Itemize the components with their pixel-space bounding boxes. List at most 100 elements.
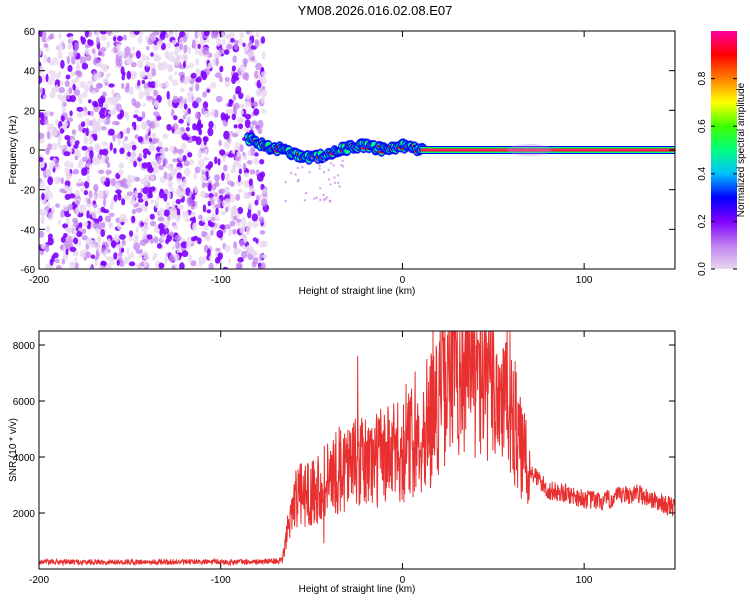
- spectrogram-noise-blob: [127, 151, 131, 157]
- spectrogram-noise-blob: [168, 74, 173, 82]
- spectrogram-noise-blob: [139, 239, 147, 246]
- spectrogram-scatter-dot: [308, 171, 311, 174]
- spectrogram-scatter-dot: [325, 196, 329, 199]
- spectrogram-noise-blob: [235, 90, 241, 95]
- spectrogram-noise-blob: [236, 218, 242, 223]
- spectrogram-noise-blob: [135, 226, 139, 233]
- spectrogram-noise-blob: [174, 31, 178, 37]
- spectrogram-noise-blob: [172, 158, 179, 163]
- spectrogram-noise-blob: [239, 239, 245, 247]
- spectrogram-noise-blob: [260, 198, 268, 207]
- spectrogram-noise-blob: [239, 31, 245, 39]
- spectrogram-noise-blob: [64, 193, 71, 200]
- spectrogram-noise-blob: [39, 208, 45, 215]
- spectrogram-noise-blob: [255, 89, 262, 98]
- spectrogram-noise-blob: [117, 192, 121, 197]
- spectrogram-noise-blob: [201, 230, 206, 238]
- snr-x-tick-label: 100: [576, 575, 593, 586]
- spectrogram-noise-blob: [72, 83, 76, 91]
- spectrogram-noise-blob: [43, 94, 47, 100]
- spectrogram-noise-blob: [210, 31, 216, 39]
- spectrogram-noise-blob: [150, 220, 157, 227]
- spectrogram-noise-blob: [256, 173, 264, 182]
- spectrogram-noise-blob: [49, 90, 56, 99]
- spectrogram-noise-blob: [261, 253, 268, 259]
- spectrogram-noise-blob: [94, 260, 98, 267]
- spectrogram-noise-blob: [185, 127, 190, 132]
- spectrogram-noise-blob: [105, 169, 112, 175]
- spectrogram-noise-blob: [117, 252, 123, 257]
- spectrogram-noise-blob: [216, 223, 221, 230]
- spectrogram-noise-blob: [97, 222, 103, 230]
- spectrogram-noise-blob: [152, 132, 157, 140]
- spectrogram-heat-layer: [39, 31, 675, 269]
- spectrogram-band-halo: [507, 144, 552, 156]
- spectrogram-noise-blob: [248, 178, 253, 187]
- spectrogram-noise-blob: [79, 187, 85, 192]
- spectrogram-noise-blob: [133, 176, 141, 182]
- spectrogram-noise-blob: [260, 36, 266, 44]
- spectrogram-noise-blob: [39, 31, 43, 38]
- spectrogram-noise-blob: [136, 116, 143, 122]
- spectrogram-noise-blob: [69, 110, 73, 117]
- spectrogram-noise-blob: [166, 90, 170, 100]
- spectrogram-noise-blob: [164, 255, 168, 265]
- spectrogram-noise-blob: [222, 266, 229, 269]
- spectrogram-noise-blob: [109, 96, 117, 106]
- spectrogram-noise-blob: [152, 31, 160, 36]
- spectrogram-noise-blob: [123, 184, 129, 189]
- spectrogram-noise-blob: [255, 238, 259, 244]
- spectrogram-noise-blob: [100, 118, 107, 123]
- spectrogram-noise-blob: [63, 151, 71, 157]
- spectrogram-noise-blob: [117, 49, 122, 57]
- spectrogram-noise-blob: [97, 234, 102, 244]
- spectrogram-noise-blob: [231, 133, 239, 138]
- spectrogram-noise-blob: [146, 45, 150, 51]
- spectrogram-noise-blob: [59, 128, 65, 134]
- spectrogram-noise-blob: [57, 71, 62, 77]
- spectrogram-noise-blob: [259, 76, 267, 85]
- spectrogram-noise-blob: [261, 109, 267, 114]
- spectrogram-noise-blob: [46, 191, 53, 200]
- spectrogram-noise-blob: [181, 53, 189, 62]
- spectrogram-noise-blob: [153, 89, 159, 97]
- snr-x-tick-label: 0: [400, 575, 406, 586]
- spectrogram-noise-blob: [85, 251, 91, 259]
- spectrogram-noise-blob: [219, 76, 223, 83]
- spectrogram-noise-blob: [54, 158, 59, 168]
- spectrogram-noise-blob: [110, 178, 117, 187]
- spectrogram-noise-blob: [208, 120, 214, 129]
- spectrogram-noise-blob: [185, 64, 191, 69]
- spectrogram-noise-blob: [194, 184, 198, 194]
- spectrogram-noise-blob: [116, 243, 124, 249]
- colorbar-tick-label: 0.2: [697, 214, 708, 228]
- spectrogram-noise-blob: [121, 74, 125, 81]
- spectrogram-y-tick-label: 0: [29, 146, 35, 157]
- spectrogram-noise-blob: [84, 44, 91, 49]
- spectrogram-noise-blob: [70, 138, 76, 146]
- spectrogram-noise-blob: [254, 199, 259, 206]
- spectrogram-noise-blob: [49, 258, 54, 266]
- spectrogram-noise-blob: [75, 200, 80, 206]
- spectrogram-noise-blob: [168, 254, 175, 263]
- spectrogram-noise-blob: [83, 190, 88, 196]
- spectrogram-noise-blob: [230, 181, 235, 187]
- spectrogram-noise-blob: [91, 117, 97, 127]
- spectrogram-noise-blob: [127, 59, 134, 64]
- spectrogram-noise-blob: [95, 62, 103, 68]
- spectrogram-noise-blob: [175, 240, 180, 249]
- spectrogram-noise-blob: [72, 49, 78, 57]
- spectrogram-noise-blob: [215, 207, 219, 216]
- spectrogram-noise-blob: [102, 241, 108, 246]
- spectrogram-panel: -200 -100 0 100 60 40 20 0 -20 -40 -60 Height of …: [8, 27, 676, 297]
- spectrogram-noise-blob: [116, 259, 120, 266]
- spectrogram-noise-blob: [185, 210, 189, 219]
- spectrogram-noise-blob: [39, 137, 45, 144]
- spectrogram-noise-blob: [231, 76, 237, 85]
- spectrogram-noise-blob: [184, 136, 190, 141]
- spectrogram-noise-blob: [104, 101, 109, 110]
- spectrogram-noise-blob: [51, 142, 58, 151]
- spectrogram-noise-blob: [240, 233, 247, 239]
- spectrogram-noise-blob: [236, 222, 241, 227]
- spectrogram-noise-blob: [75, 60, 80, 69]
